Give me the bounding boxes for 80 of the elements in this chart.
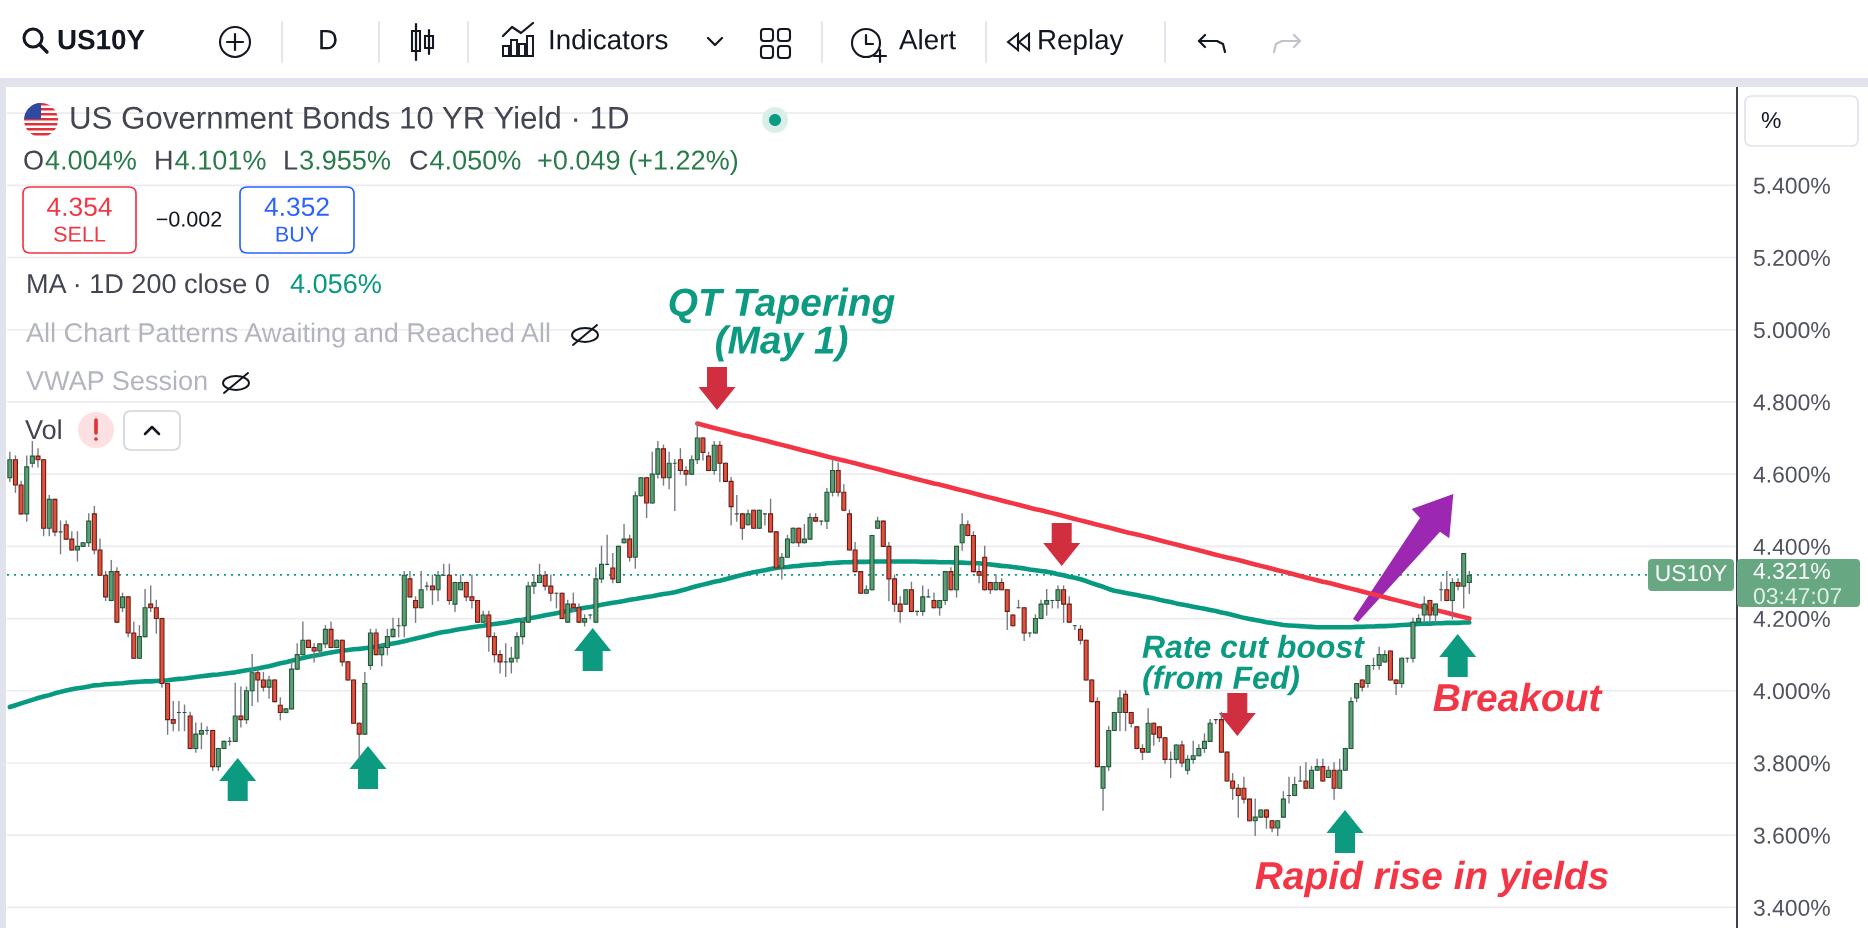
candlestick: [1432, 603, 1439, 623]
annotation: 4.056%: [290, 274, 381, 294]
candlestick: [948, 567, 954, 591]
annotation: Rate cut boost (from Fed): [1142, 634, 1365, 696]
candlestick: [1444, 570, 1450, 602]
candlestick: [1320, 758, 1326, 782]
candlestick: [429, 574, 435, 605]
y-tick-label: 5.400%: [1753, 177, 1830, 194]
y-tick-label: 4.600%: [1753, 466, 1830, 483]
candlestick: [739, 513, 745, 540]
candlestick: [627, 534, 633, 562]
candlestick: [29, 440, 35, 468]
y-tick-label: 4.200%: [1753, 610, 1830, 628]
line-series: [695, 421, 1472, 621]
annotation: L3.955%: [285, 150, 391, 170]
candlestick: [751, 509, 757, 529]
annotation: H4.101%: [156, 150, 266, 170]
text: US Government Bonds 10 YR Yield · 1D: [71, 105, 628, 129]
annotation: 4.354: [47, 197, 112, 217]
candlestick: [407, 570, 413, 598]
candlestick: [621, 523, 627, 544]
candlestick: [1280, 791, 1286, 818]
candlestick: [238, 686, 244, 728]
annotation: −0.002: [156, 211, 222, 227]
candlestick: [413, 596, 419, 623]
candlestick: [1303, 762, 1309, 789]
y-tick-label: 5.000%: [1753, 322, 1830, 339]
y-tick-label: 3.400%: [1753, 899, 1830, 916]
annotation: C4.050%: [410, 150, 521, 170]
candlestick: [796, 527, 802, 548]
candlestick: [328, 621, 334, 649]
text: Indicators: [550, 29, 668, 50]
y-tick-label: 4.800%: [1753, 394, 1830, 411]
candlestick: [1179, 740, 1185, 768]
candlestick: [7, 451, 13, 483]
y-tick-label: 4.000%: [1753, 683, 1830, 700]
candlestick: [418, 570, 424, 609]
y-tick-label: 3.800%: [1753, 755, 1830, 772]
annotation: BUY: [276, 226, 319, 242]
candlestick: [1263, 809, 1269, 829]
text: D: [320, 30, 337, 50]
annotation: VWAP Session: [26, 370, 207, 391]
candlestick: [1173, 744, 1179, 764]
candlestick: [1449, 578, 1455, 620]
candlestick: [700, 437, 706, 461]
candlestick: [706, 451, 712, 472]
candlestick: [266, 675, 272, 699]
text: %: [1761, 112, 1781, 129]
candlestick: [119, 592, 126, 613]
annotation: Breakout: [1433, 682, 1603, 712]
text: 03:47:07: [1753, 587, 1842, 605]
y-tick-label: 3.600%: [1753, 827, 1830, 844]
y-tick-label: 5.200%: [1753, 249, 1830, 267]
annotation: All Chart Patterns Awaiting and Reached All: [26, 322, 550, 348]
annotation: QT Tapering (May 1): [669, 287, 895, 362]
candlestick: [1354, 682, 1360, 703]
candlestick: [959, 513, 965, 551]
ref-line-label: 4.321%: [1753, 562, 1830, 580]
annotation: 4.352: [264, 197, 329, 217]
annotation: MA · 1D 200 close 0: [28, 273, 269, 294]
annotation: Rapid rise in yields: [1255, 860, 1608, 898]
candlestick: [565, 599, 571, 623]
candlestick: [1421, 596, 1427, 623]
candlestick: [1427, 599, 1433, 623]
text: Replay: [1039, 29, 1124, 55]
annotation: +0.049 (+1.22%): [538, 149, 738, 176]
annotation: O4.004%: [24, 150, 136, 170]
y-tick-label: 4.400%: [1753, 538, 1830, 555]
annotation: US10Y: [1656, 564, 1727, 582]
candlestick: [272, 679, 278, 703]
candlestick: [373, 628, 379, 656]
candlestick: [1455, 578, 1461, 591]
candlestick: [1331, 762, 1337, 800]
candlestick: [277, 697, 283, 721]
annotation: Vol: [25, 419, 61, 440]
annotation: SELL: [54, 226, 106, 242]
text: US10Y: [58, 29, 145, 50]
candlestick: [908, 581, 914, 613]
text: Alert: [899, 29, 956, 50]
candlestick: [610, 552, 616, 584]
